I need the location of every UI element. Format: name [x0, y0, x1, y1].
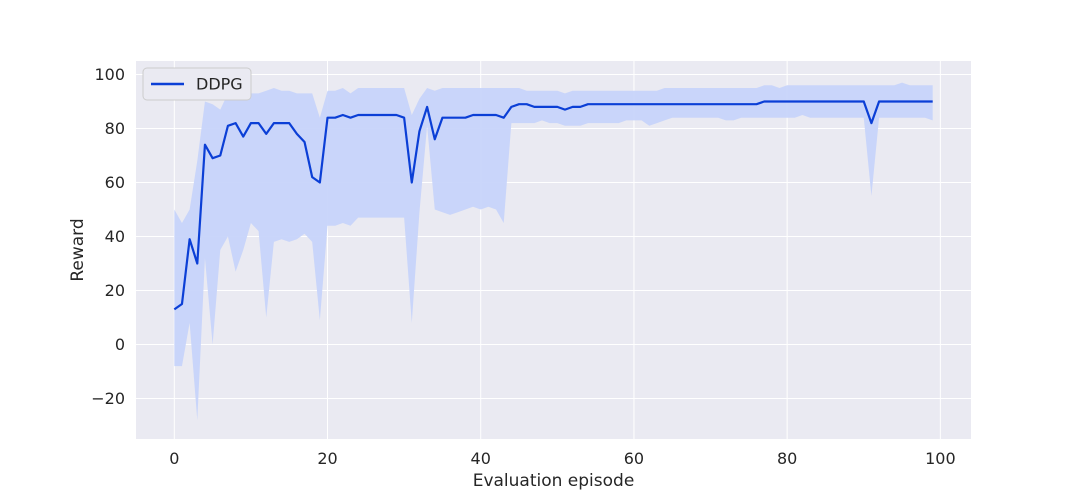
y-tick-label: 60	[105, 173, 125, 192]
band-layer	[174, 82, 933, 421]
y-tick-label: 80	[105, 119, 125, 138]
series-line-ddpg	[173, 100, 933, 311]
y-tick-label: 20	[105, 281, 125, 300]
x-tick-label: 20	[317, 449, 337, 468]
y-tick-label: 100	[94, 65, 125, 84]
legend-box	[142, 67, 252, 101]
legend: DDPG	[142, 67, 252, 101]
x-axis-label: Evaluation episode	[473, 471, 635, 491]
y-tick-label: 40	[105, 227, 125, 246]
confidence-band-ddpg	[174, 82, 933, 421]
x-tick-label: 60	[624, 449, 644, 468]
legend-label-ddpg: DDPG	[196, 75, 243, 94]
line-layer	[173, 100, 933, 311]
tick-layer: −20 0 20 40 60 80 100 0 20 40 60 80 100	[91, 65, 955, 468]
x-tick-label: 40	[471, 449, 491, 468]
x-tick-label: 80	[777, 449, 797, 468]
y-axis-label: Reward	[68, 218, 88, 281]
y-tick-label: −20	[91, 389, 125, 408]
y-tick-label: 0	[115, 335, 125, 354]
x-tick-label: 0	[169, 449, 179, 468]
x-tick-label: 100	[925, 449, 956, 468]
